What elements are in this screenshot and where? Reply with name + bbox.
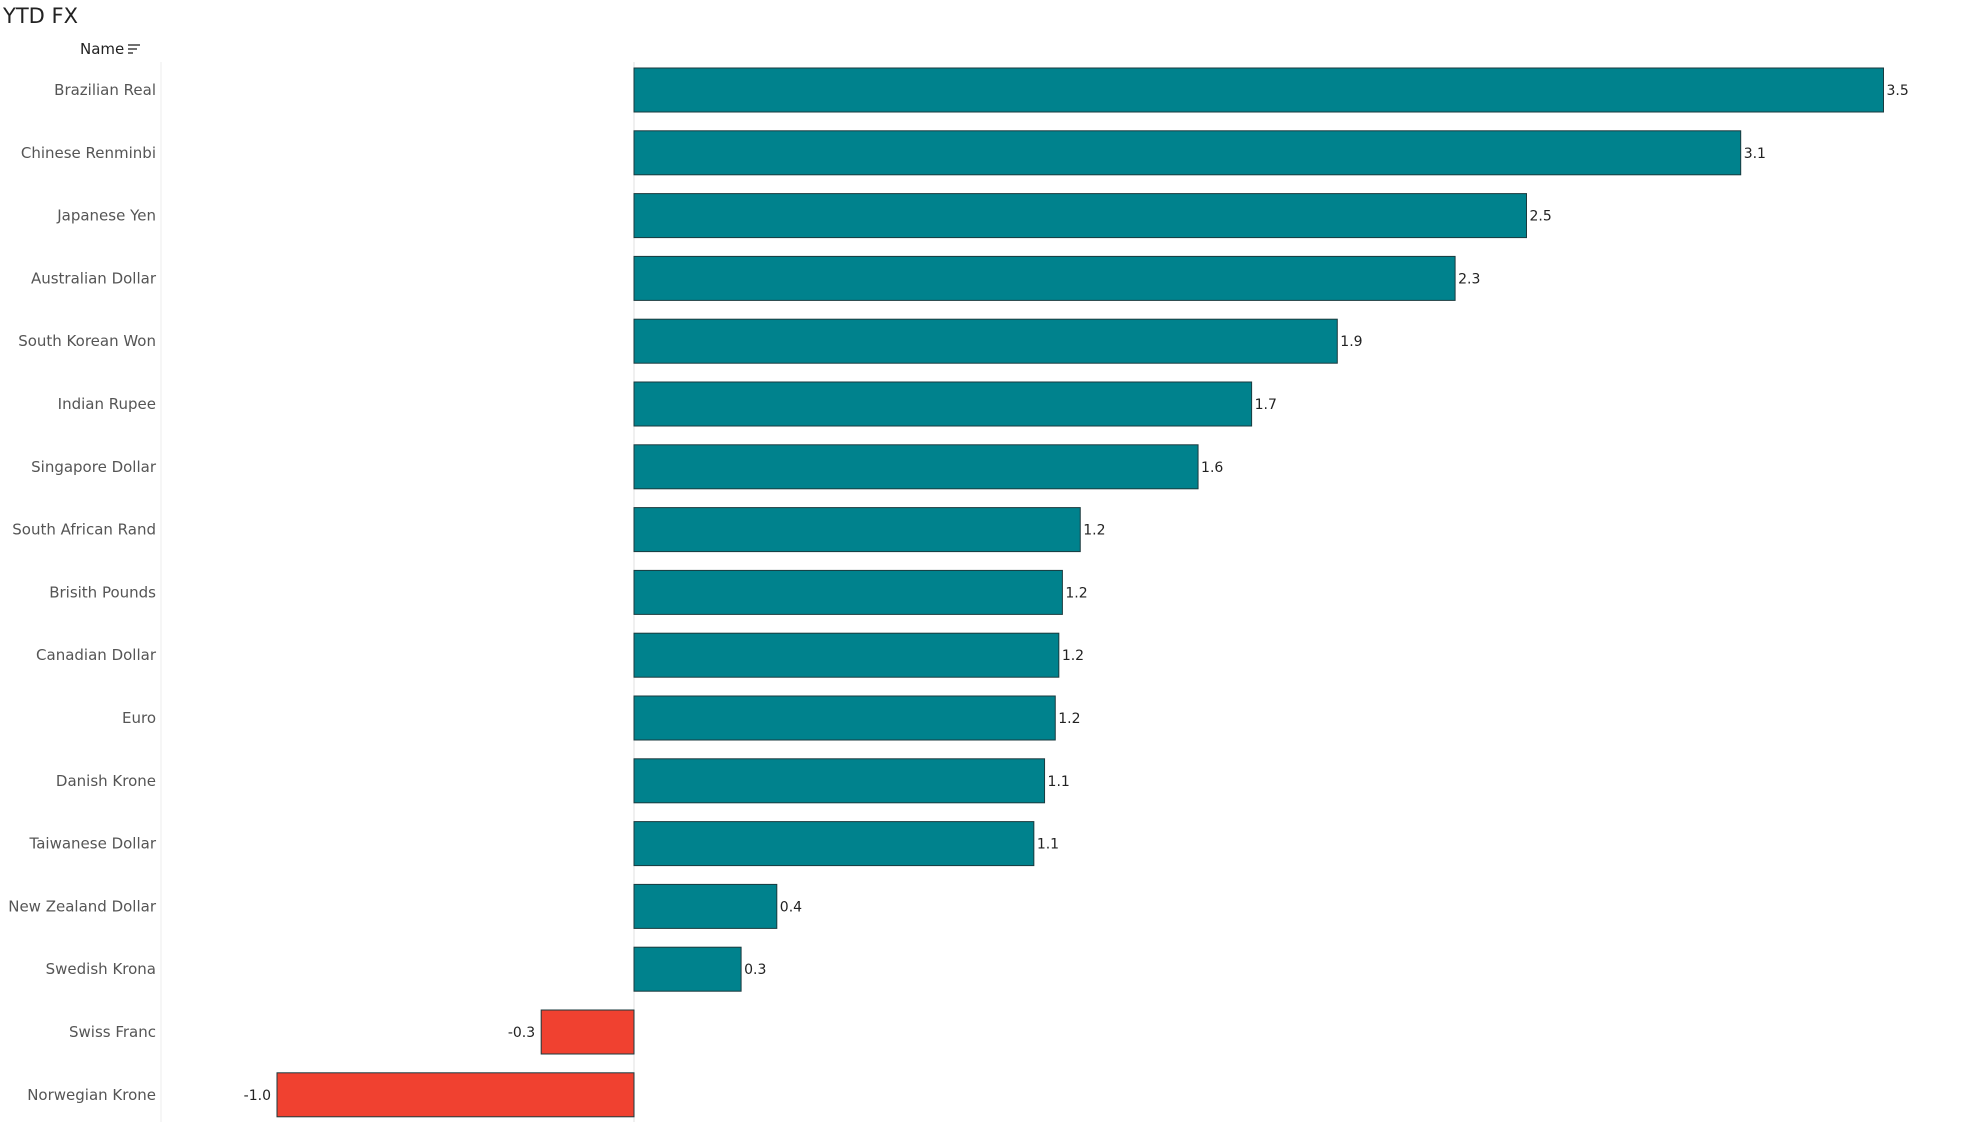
data-label: 1.2 — [1062, 648, 1084, 664]
category-label: Brazilian Real — [54, 81, 156, 99]
category-label: Taiwanese Dollar — [29, 835, 157, 853]
bar[interactable] — [633, 318, 1338, 364]
category-label: Norwegian Krone — [27, 1086, 156, 1104]
data-label: 2.3 — [1458, 271, 1480, 287]
bar[interactable] — [633, 255, 1456, 301]
data-label: 1.2 — [1065, 585, 1087, 601]
category-label: South African Rand — [12, 521, 156, 539]
category-label: Chinese Renminbi — [21, 144, 156, 162]
category-label: Canadian Dollar — [36, 646, 157, 664]
category-label: Danish Krone — [56, 772, 156, 790]
bar[interactable] — [633, 67, 1884, 113]
data-label: 1.1 — [1037, 837, 1059, 853]
bar[interactable] — [633, 569, 1063, 615]
data-label: 1.7 — [1255, 397, 1277, 413]
bar[interactable] — [633, 130, 1742, 176]
data-label: 3.5 — [1887, 83, 1909, 99]
data-label: 3.1 — [1744, 146, 1766, 162]
name-field-label: Name — [80, 40, 125, 58]
data-label: 1.9 — [1340, 334, 1362, 350]
category-label: Swiss Franc — [69, 1023, 156, 1041]
bar[interactable] — [633, 444, 1199, 490]
bar[interactable] — [633, 946, 742, 992]
category-label: Australian Dollar — [31, 269, 157, 287]
sort-descending-icon[interactable] — [127, 43, 141, 55]
category-label: South Korean Won — [18, 332, 156, 350]
data-label: 0.3 — [744, 962, 766, 978]
data-label: 0.4 — [780, 899, 802, 915]
bar[interactable] — [276, 1072, 635, 1118]
bar[interactable] — [540, 1009, 635, 1055]
bar[interactable] — [633, 821, 1035, 867]
category-label: Japanese Yen — [56, 207, 156, 225]
chart-title: YTD FX — [3, 4, 78, 28]
bar[interactable] — [633, 193, 1527, 239]
bar[interactable] — [633, 883, 778, 929]
name-field-header[interactable]: Name — [80, 40, 141, 58]
category-label: Singapore Dollar — [31, 458, 157, 476]
category-label: Brisith Pounds — [49, 583, 156, 601]
category-label: Euro — [122, 709, 156, 727]
bar[interactable] — [633, 381, 1253, 427]
data-label: 2.5 — [1530, 209, 1552, 225]
data-label: -1.0 — [244, 1088, 271, 1104]
data-label: 1.2 — [1083, 523, 1105, 539]
data-label: 1.1 — [1048, 774, 1070, 790]
data-label: 1.2 — [1058, 711, 1080, 727]
data-label: 1.6 — [1201, 460, 1223, 476]
bar[interactable] — [633, 695, 1056, 741]
bar[interactable] — [633, 632, 1060, 678]
bar[interactable] — [633, 758, 1046, 804]
category-label: Swedish Krona — [46, 960, 156, 978]
category-label: New Zealand Dollar — [8, 897, 157, 915]
category-label: Indian Rupee — [58, 395, 156, 413]
bar[interactable] — [633, 507, 1081, 553]
data-label: -0.3 — [508, 1025, 535, 1041]
